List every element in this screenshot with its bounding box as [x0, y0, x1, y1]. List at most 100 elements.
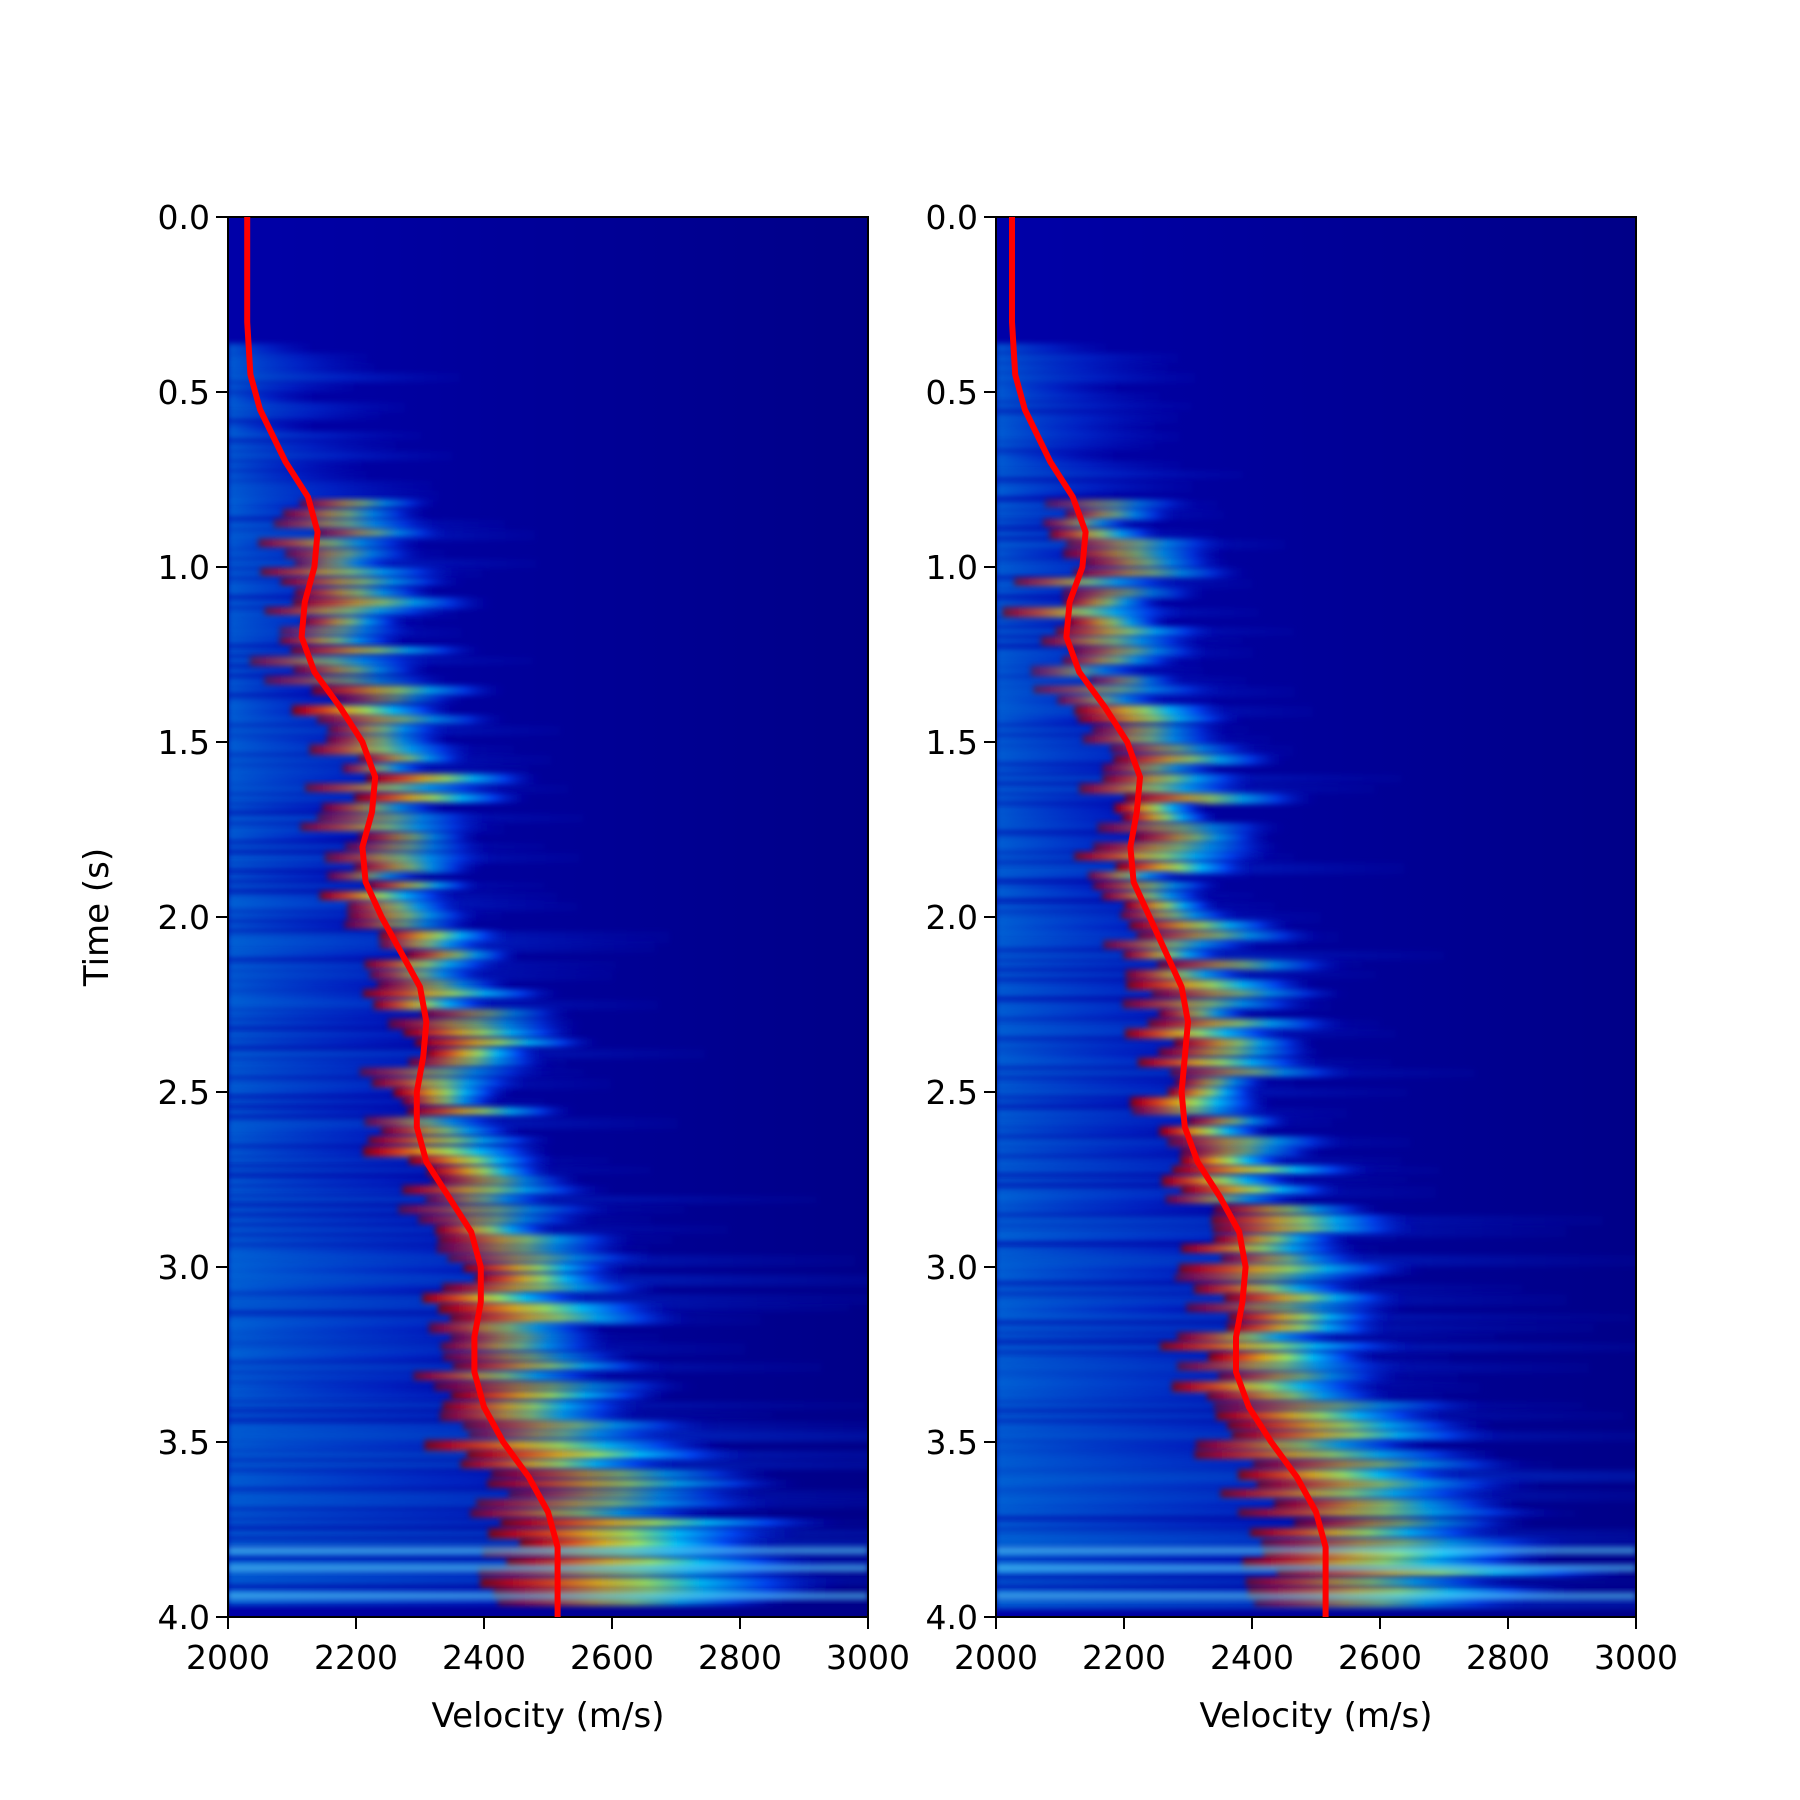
- semblance-streak: [228, 1088, 514, 1096]
- semblance-streak: [996, 1147, 1298, 1156]
- semblance-lobe: [293, 665, 435, 675]
- semblance-streak: [996, 382, 1117, 394]
- semblance-lobe: [376, 979, 518, 992]
- semblance-lobe: [424, 1440, 728, 1452]
- semblance-streak: [996, 353, 1179, 364]
- semblance-lobe: [1123, 950, 1231, 960]
- semblance-lobe: [1218, 1371, 1406, 1383]
- semblance-lobe: [1062, 587, 1211, 599]
- semblance-texture: [996, 343, 1636, 1610]
- semblance-lobe: [1221, 1253, 1372, 1264]
- x-tick-label: 2000: [186, 1638, 270, 1677]
- semblance-lobe: [1186, 1116, 1294, 1127]
- x-tick-label: 2600: [570, 1638, 654, 1677]
- semblance-lobe: [335, 695, 469, 704]
- semblance-lobe: [294, 587, 440, 598]
- semblance-lobe: [1172, 1165, 1378, 1175]
- x-axis-label: Velocity (m/s): [431, 1696, 664, 1736]
- semblance-lobe: [321, 803, 450, 813]
- semblance-lobe: [1132, 832, 1276, 844]
- semblance-lobe: [1102, 773, 1259, 785]
- semblance-lobe: [1220, 1489, 1509, 1499]
- semblance-lobe: [1062, 656, 1186, 666]
- semblance-streak: [996, 431, 1180, 442]
- semblance-lobe: [1293, 1518, 1537, 1529]
- semblance-lobe: [1044, 499, 1202, 509]
- semblance-lobe: [1078, 783, 1256, 795]
- semblance-lobe: [1092, 881, 1228, 891]
- semblance-lobe: [1014, 577, 1186, 587]
- semblance-lobe: [305, 783, 510, 793]
- semblance-streak: [228, 490, 440, 503]
- semblance-band: [228, 1546, 868, 1555]
- semblance-lobe: [1213, 1400, 1493, 1412]
- semblance-lobe: [508, 1489, 764, 1499]
- x-tick-label: 2800: [698, 1638, 782, 1677]
- semblance-lobe: [291, 705, 460, 717]
- semblance-streak: [228, 412, 381, 421]
- right-panel: 0.0 0.5 1.0 1.5 2.0 2.5 3.0 3.5 4.0 2000 2200 2400…: [926, 198, 1678, 1736]
- semblance-lobe: [1274, 1498, 1526, 1511]
- semblance-lobe: [373, 999, 498, 1011]
- y-tick-label: 1.0: [926, 548, 978, 587]
- semblance-streak: [996, 490, 1114, 498]
- semblance-streak: [996, 1127, 1259, 1136]
- semblance-lobe: [1227, 1420, 1492, 1431]
- semblance-streak: [228, 1176, 539, 1186]
- semblance-streak: [996, 1098, 1241, 1106]
- semblance-lobe: [1186, 1302, 1412, 1313]
- semblance-streak: [996, 421, 1156, 434]
- y-tick-label: 2.5: [926, 1073, 978, 1112]
- semblance-lobe: [1256, 1479, 1536, 1491]
- semblance-streak: [228, 951, 494, 959]
- semblance-streak: [996, 794, 1234, 803]
- semblance-lobe: [258, 538, 428, 548]
- semblance-lobe: [439, 1410, 644, 1422]
- semblance-lobe: [1171, 1381, 1390, 1394]
- semblance-lobe: [1093, 842, 1286, 854]
- y-axis-label: Time (s): [77, 848, 117, 987]
- semblance-lobe: [364, 959, 506, 970]
- semblance-streak: [996, 833, 1241, 846]
- semblance-lobe: [388, 1018, 585, 1030]
- semblance-lobe: [1212, 1224, 1423, 1234]
- semblance-lobe: [466, 1449, 755, 1460]
- semblance-streak: [228, 402, 406, 413]
- semblance-lobe: [1177, 1361, 1414, 1372]
- semblance-streak: [228, 1058, 568, 1070]
- semblance-lobe: [500, 1518, 844, 1528]
- semblance-streak: [228, 1352, 582, 1362]
- semblance-lobe: [1231, 1430, 1509, 1441]
- semblance-streak: [996, 461, 1181, 472]
- semblance-lobe: [1159, 1126, 1274, 1137]
- semblance-lobe: [1194, 1449, 1503, 1460]
- semblance-lobe: [426, 1165, 556, 1177]
- semblance-lobe: [418, 1214, 596, 1225]
- semblance-lobe: [1049, 528, 1166, 541]
- semblance-streak: [228, 686, 372, 695]
- semblance-streak: [228, 804, 409, 812]
- semblance-lobe: [1173, 1038, 1320, 1049]
- semblance-streak: [996, 343, 1107, 353]
- y-tick-label: 2.0: [926, 898, 978, 937]
- semblance-lobe: [506, 1557, 830, 1570]
- semblance-lobe: [1057, 695, 1170, 706]
- x-tick-label: 2800: [1466, 1638, 1550, 1677]
- semblance-lobe: [1062, 548, 1229, 560]
- semblance-streak: [228, 1098, 546, 1106]
- semblance-lobe: [1167, 1087, 1264, 1099]
- semblance-lobe: [1242, 1557, 1557, 1570]
- semblance-lobe: [1122, 999, 1321, 1010]
- y-axis-ticks: 0.0 0.5 1.0 1.5 2.0 2.5 3.0 3.5 4.0: [926, 198, 996, 1637]
- semblance-lobe: [279, 636, 410, 645]
- semblance-streak: [228, 382, 354, 392]
- semblance-lobe: [1253, 1459, 1536, 1470]
- semblance-lobe: [1102, 763, 1226, 774]
- semblance-lobe: [379, 930, 514, 942]
- semblance-streak: [996, 441, 1155, 450]
- semblance-streak: [228, 372, 460, 383]
- semblance-lobe: [1160, 1342, 1421, 1351]
- y-tick-label: 2.5: [158, 1073, 210, 1112]
- semblance-streak: [996, 1196, 1302, 1207]
- semblance-lobe: [1165, 1195, 1304, 1204]
